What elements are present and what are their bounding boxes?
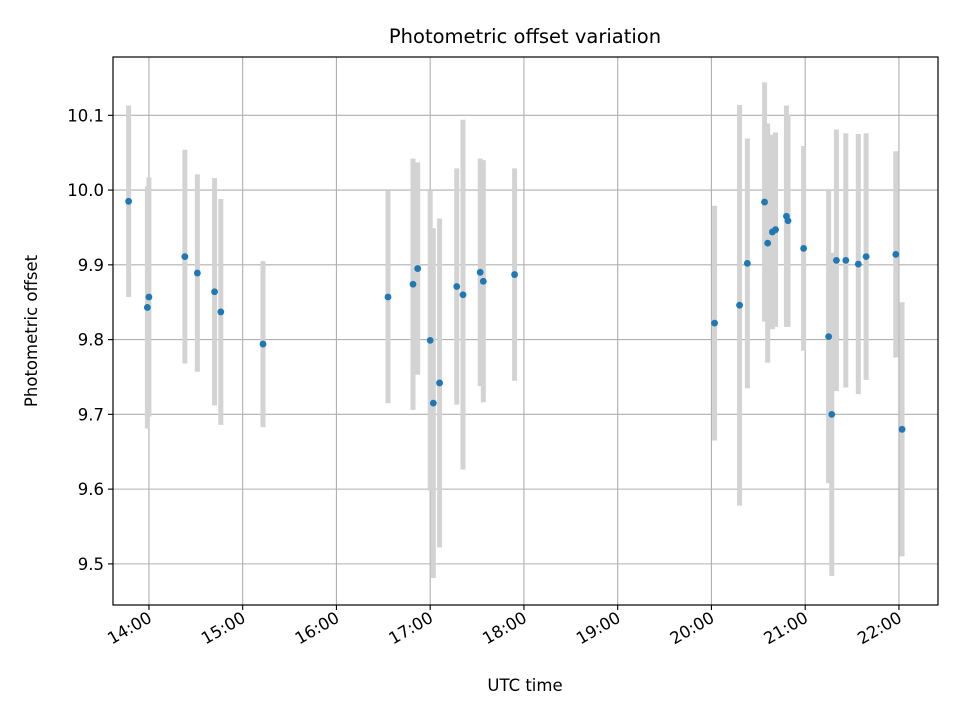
error-bars [126,82,905,579]
data-point [828,410,836,418]
data-point [862,253,870,261]
data-point [825,333,833,341]
y-axis: 9.5 9.6 9.7 9.8 9.9 10.0 10.1 [67,106,113,574]
data-point [743,259,751,267]
data-point [211,288,218,296]
data-point [125,197,133,205]
data-points [125,197,906,433]
x-tick-label: 16:00 [292,608,343,648]
data-point [259,340,267,348]
x-axis: 14:00 15:00 16:00 17:00 18:00 19:00 20:00 21:00… [104,605,905,648]
data-point [453,283,461,290]
data-point [409,280,417,288]
y-tick-label: 9.8 [78,331,104,350]
data-point [459,291,467,299]
data-point [145,293,153,301]
data-point [511,271,518,278]
x-tick-label: 17:00 [385,608,436,648]
data-point [426,336,434,344]
data-point [476,268,484,276]
data-point [143,304,151,311]
x-tick-label: 15:00 [198,608,249,648]
data-point [898,425,906,433]
data-point [429,399,437,407]
x-tick-label: 20:00 [667,608,718,648]
data-point [384,293,392,301]
chart-title: Photometric offset variation [389,25,661,48]
y-tick-label: 10.1 [67,106,104,125]
y-tick-label: 9.9 [78,256,104,275]
y-tick-label: 9.7 [78,405,104,424]
data-point [761,198,768,206]
plot-frame [112,56,939,606]
grid [113,57,938,605]
data-point [414,265,422,272]
y-axis-title: Photometric offset [22,254,41,407]
data-point [436,379,443,387]
data-point [892,250,900,258]
data-point [764,239,772,247]
x-tick-label: 18:00 [479,608,530,648]
x-tick-label: 19:00 [573,608,624,648]
data-point [842,256,850,264]
data-point [193,269,201,277]
x-tick-label: 21:00 [760,608,811,648]
y-tick-label: 10.0 [67,181,104,200]
data-point [854,260,862,268]
y-tick-label: 9.5 [78,555,104,574]
y-tick-label: 9.6 [78,480,104,499]
data-point [772,226,779,234]
x-axis-title: UTC time [487,676,562,695]
data-point [833,256,840,264]
data-point [800,244,808,252]
data-point [479,277,487,285]
data-point [181,253,189,261]
data-point [784,217,792,225]
data-point [736,301,743,309]
data-point [217,308,225,316]
x-tick-label: 22:00 [854,608,905,648]
data-point [711,319,718,327]
x-tick-label: 14:00 [104,608,155,648]
